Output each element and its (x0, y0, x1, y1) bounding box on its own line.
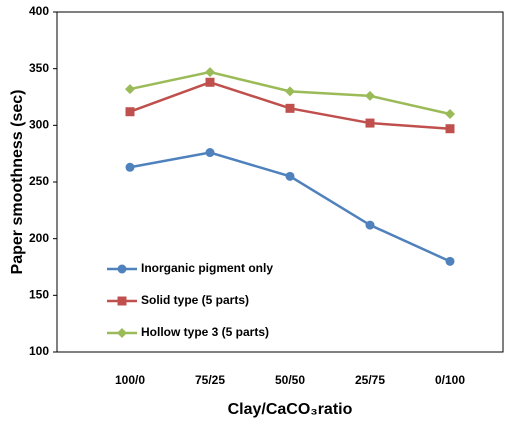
legend-label: Solid type (5 parts) (141, 293, 249, 307)
y-tick-label: 100 (29, 344, 49, 358)
x-tick-label: 0/100 (435, 373, 465, 387)
data-point (365, 118, 375, 128)
data-point (365, 90, 375, 101)
data-point (125, 84, 135, 95)
data-point (445, 124, 455, 134)
x-tick-label: 25/75 (355, 373, 385, 387)
y-tick-label: 350 (29, 61, 49, 75)
x-tick-label: 100/0 (115, 373, 145, 387)
x-axis-label: Clay/CaCO₃ratio (228, 401, 353, 418)
data-point (445, 109, 455, 119)
y-tick-label: 300 (29, 118, 49, 132)
data-point (205, 67, 215, 78)
x-tick-label: 75/25 (195, 373, 225, 387)
legend-marker (117, 264, 127, 274)
legend-marker (117, 296, 127, 306)
data-point (285, 86, 295, 97)
legend-marker (117, 328, 127, 338)
data-point (205, 148, 215, 158)
y-tick-label: 150 (29, 288, 49, 302)
legend-label: Hollow type 3 (5 parts) (141, 325, 269, 339)
y-axis-label: Paper smoothness (sec) (9, 90, 26, 275)
series-line (129, 151, 451, 263)
data-point (365, 220, 375, 230)
data-point (285, 171, 295, 181)
data-point (125, 107, 135, 117)
y-tick-label: 250 (29, 174, 49, 188)
data-point (125, 162, 135, 172)
data-point (205, 77, 215, 87)
data-point (285, 103, 295, 113)
legend-label: Inorganic pigment only (141, 261, 273, 275)
y-tick-label: 400 (29, 4, 49, 18)
x-tick-label: 50/50 (275, 373, 305, 387)
y-tick-label: 200 (29, 231, 49, 245)
data-point (445, 256, 455, 266)
